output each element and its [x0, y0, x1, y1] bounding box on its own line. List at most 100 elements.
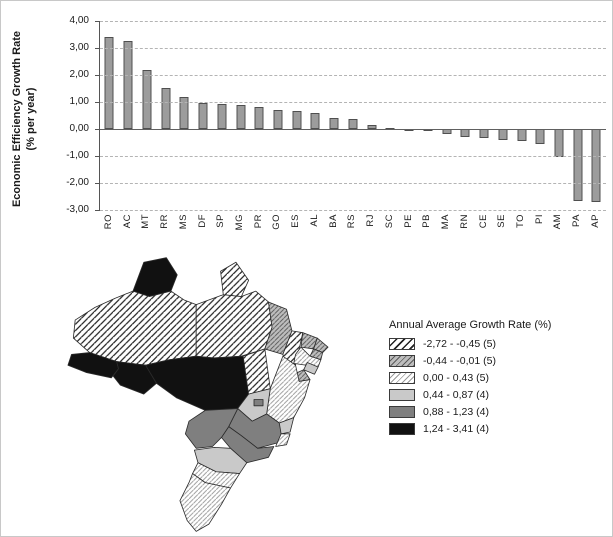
x-axis-label: ES [290, 214, 302, 228]
bar-PR [254, 107, 264, 129]
bar-AL [310, 113, 320, 129]
x-label-cell: SC [380, 214, 399, 250]
bar-chart: Economic Efficiency Growth Rate (% per y… [7, 9, 608, 253]
x-axis-label: PA [571, 214, 583, 227]
bar-SP [217, 104, 227, 129]
gridline [100, 156, 606, 157]
x-label-cell: MT [136, 214, 155, 250]
legend-label: -0,44 - -0,01 (5) [423, 355, 496, 367]
gridline [100, 21, 606, 22]
bar-slot [137, 21, 156, 210]
state-es [278, 417, 295, 435]
x-label-cell: MA [436, 214, 455, 250]
bar-slot [306, 21, 325, 210]
bar-TO [517, 129, 527, 141]
x-axis-label: TO [515, 214, 527, 229]
bar-slot [456, 21, 475, 210]
x-axis-label: MT [140, 214, 152, 229]
y-axis-title-line1: Economic Efficiency Growth Rate [11, 30, 23, 208]
bar-AC [123, 41, 133, 129]
x-label-cell: ES [286, 214, 305, 250]
x-axis-label: RN [458, 214, 470, 229]
bar-slot [156, 21, 175, 210]
state-rj [275, 433, 291, 447]
legend-label: 0,00 - 0,43 (5) [423, 372, 489, 384]
legend-label: 0,44 - 0,87 (4) [423, 389, 489, 401]
x-axis-label: MG [234, 214, 245, 231]
y-axis-title: Economic Efficiency Growth Rate (% per y… [10, 14, 44, 224]
legend-item: 0,44 - 0,87 (4) [389, 389, 599, 401]
plot-area [95, 21, 606, 211]
x-axis-label: RS [346, 214, 358, 229]
x-label-cell: AL [305, 214, 324, 250]
legend-item: 1,24 - 3,41 (4) [389, 423, 599, 435]
y-axis-tick [95, 156, 100, 157]
x-axis-label: PR [252, 214, 264, 229]
state-to [242, 348, 271, 395]
state-pa [195, 290, 273, 359]
bar-slot [587, 21, 606, 210]
bar-slot [512, 21, 531, 210]
bar-slot [194, 21, 213, 210]
legend-title: Annual Average Growth Rate (%) [389, 319, 552, 331]
x-label-cell: RS [343, 214, 362, 250]
bar-BA [329, 118, 339, 129]
y-axis-tick-label: -2,00 [66, 177, 89, 188]
x-axis-label: SC [383, 214, 395, 229]
x-label-cell: AC [118, 214, 137, 250]
x-label-cell: RR [155, 214, 174, 250]
x-label-cell: DF [193, 214, 212, 250]
x-axis-label: RR [159, 214, 171, 229]
gridline [100, 129, 606, 130]
y-axis-tick [95, 129, 100, 130]
legend-item: -0,44 - -0,01 (5) [389, 355, 599, 367]
x-label-cell: BA [324, 214, 343, 250]
bar-slot [100, 21, 119, 210]
y-axis-tick [95, 21, 100, 22]
bar-slot [381, 21, 400, 210]
bar-slot [531, 21, 550, 210]
x-axis-label: SP [215, 214, 227, 228]
legend-label: -2,72 - -0,45 (5) [423, 338, 496, 350]
bar-slot [175, 21, 194, 210]
bar-slot [269, 21, 288, 210]
x-label-cell: SP [211, 214, 230, 250]
state-rr [132, 257, 178, 297]
gridline [100, 210, 606, 211]
legend-label: 0,88 - 1,23 (4) [423, 406, 489, 418]
x-label-cell: GO [268, 214, 287, 250]
y-axis-tick-label: 1,00 [69, 96, 89, 107]
x-label-cell: PI [530, 214, 549, 250]
x-axis-label: RJ [365, 214, 377, 227]
legend-item: -2,72 - -0,45 (5) [389, 338, 599, 350]
bar-slot [437, 21, 456, 210]
bar-slot [568, 21, 587, 210]
bar-AM [554, 129, 564, 157]
y-axis-tick-label: 0,00 [69, 123, 89, 134]
y-axis-tick [95, 48, 100, 49]
x-axis-label: AM [552, 214, 564, 230]
x-axis-label: PI [533, 214, 545, 224]
y-axis-tick-label: -1,00 [66, 150, 89, 161]
x-label-cell: PR [249, 214, 268, 250]
bar-MS [179, 97, 189, 129]
bar-PA [573, 129, 583, 201]
bar-slot [212, 21, 231, 210]
x-axis-label: MA [440, 214, 452, 230]
gridline [100, 102, 606, 103]
x-label-cell: PE [399, 214, 418, 250]
bar-RS [348, 119, 358, 129]
legend-swatch-light-gray [389, 389, 415, 401]
bars-row [100, 21, 606, 210]
x-label-cell: CE [474, 214, 493, 250]
y-axis-tick-label: -3,00 [66, 204, 89, 215]
legend-swatch-dark-gray [389, 406, 415, 418]
x-label-cell: MS [174, 214, 193, 250]
x-label-cell: AP [586, 214, 605, 250]
gridline [100, 183, 606, 184]
x-axis-label: PE [402, 214, 414, 228]
state-ap [220, 261, 249, 297]
x-axis-label: AC [121, 214, 133, 229]
x-axis-labels: RO AC MT RR MS DF SP MG PR GO ES AL BA RS RJ SC PE PB MA RN… [99, 214, 605, 250]
